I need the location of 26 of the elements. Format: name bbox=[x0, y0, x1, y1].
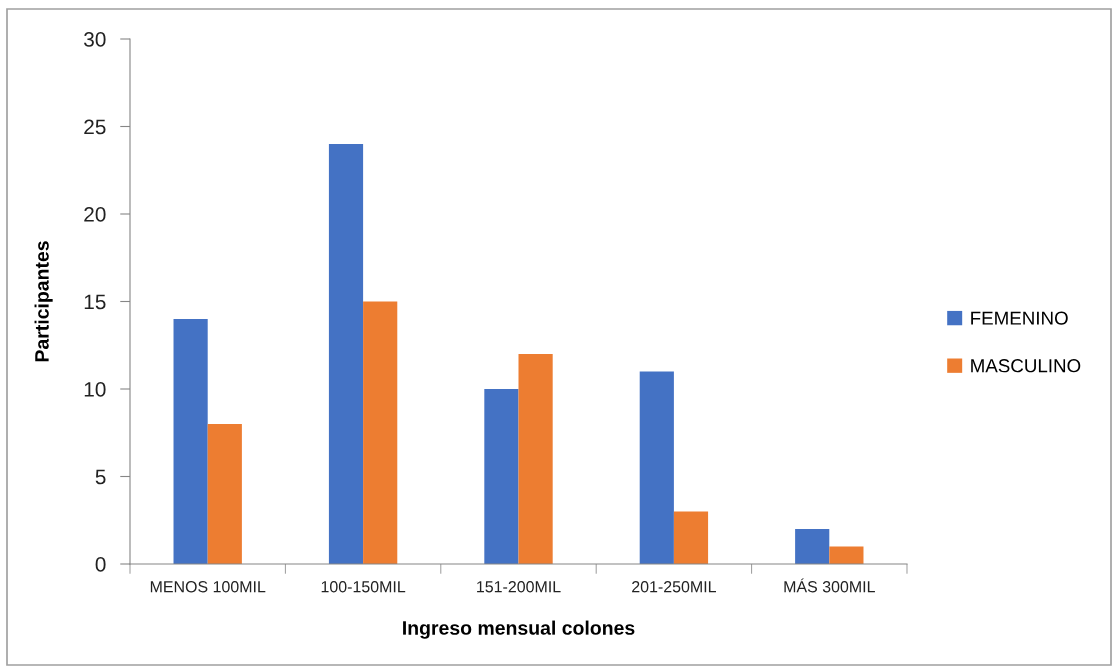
bar bbox=[207, 424, 242, 564]
bar bbox=[673, 511, 709, 564]
bar bbox=[484, 389, 519, 564]
y-axis-title: Participantes bbox=[34, 241, 53, 362]
y-tick-label: 15 bbox=[84, 294, 106, 310]
x-tick-label: MENOS 100MIL bbox=[150, 581, 266, 593]
bar bbox=[173, 319, 208, 564]
legend-label: FEMENINO bbox=[971, 311, 1068, 325]
x-tick-label: 151-200MIL bbox=[477, 581, 561, 593]
x-tick-label: 100-150MIL bbox=[321, 581, 406, 593]
y-tick-label: 20 bbox=[84, 207, 106, 222]
legend-label: MASCULINO bbox=[971, 359, 1081, 373]
y-tick-label: 10 bbox=[84, 382, 106, 397]
bar bbox=[328, 144, 364, 564]
y-tick-label: 5 bbox=[95, 469, 106, 485]
bar bbox=[829, 546, 864, 564]
bar bbox=[639, 371, 674, 564]
x-tick-label: MÁS 300MIL bbox=[784, 578, 875, 593]
y-tick-label: 0 bbox=[95, 557, 106, 572]
x-axis-title: Ingreso mensual colones bbox=[403, 620, 635, 639]
bar bbox=[795, 529, 830, 564]
bar bbox=[363, 301, 398, 564]
y-tick-label: 30 bbox=[84, 32, 106, 47]
bar bbox=[518, 354, 553, 564]
y-tick-label: 25 bbox=[84, 119, 106, 135]
x-tick-label: 201-250MIL bbox=[632, 581, 716, 593]
